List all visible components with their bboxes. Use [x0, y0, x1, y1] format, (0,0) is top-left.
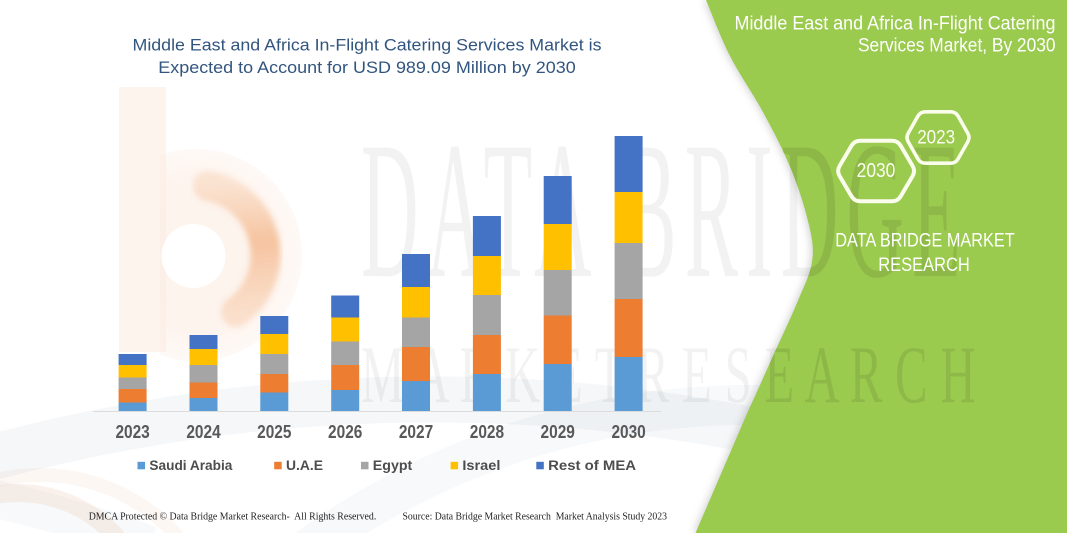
- svg-text:Middle East and Africa In-Flig: Middle East and Africa In-Flight Caterin…: [133, 36, 602, 54]
- svg-text:Egypt: Egypt: [373, 458, 413, 473]
- svg-text:Middle East and Africa In-Flig: Middle East and Africa In-Flight Caterin…: [735, 13, 1056, 34]
- svg-text:Rest of MEA: Rest of MEA: [548, 458, 636, 473]
- svg-text:RESEARCH: RESEARCH: [878, 255, 970, 276]
- svg-text:2028: 2028: [470, 422, 504, 442]
- svg-text:Services Market, By 2030: Services Market, By 2030: [858, 35, 1056, 56]
- svg-text:DMCA Protected © Data Bridge M: DMCA Protected © Data Bridge Market Rese…: [89, 511, 377, 522]
- svg-text:Saudi Arabia: Saudi Arabia: [149, 458, 232, 473]
- svg-text:2030: 2030: [857, 160, 896, 182]
- svg-text:U.A.E: U.A.E: [286, 458, 323, 473]
- svg-text:2023: 2023: [917, 126, 955, 148]
- svg-text:2029: 2029: [541, 422, 575, 442]
- svg-text:2024: 2024: [186, 422, 220, 442]
- svg-text:2030: 2030: [611, 422, 645, 442]
- svg-text:DATA BRIDGE MARKET: DATA BRIDGE MARKET: [835, 231, 1015, 252]
- svg-text:2027: 2027: [399, 422, 433, 442]
- svg-text:2025: 2025: [257, 422, 291, 442]
- svg-text:Expected to Account for USD 98: Expected to Account for USD 989.09 Milli…: [158, 59, 576, 77]
- svg-text:2023: 2023: [115, 422, 149, 442]
- svg-text:Israel: Israel: [462, 458, 500, 473]
- svg-text:Source: Data Bridge Market Res: Source: Data Bridge Market Research Mark…: [403, 511, 668, 522]
- svg-text:2026: 2026: [328, 422, 362, 442]
